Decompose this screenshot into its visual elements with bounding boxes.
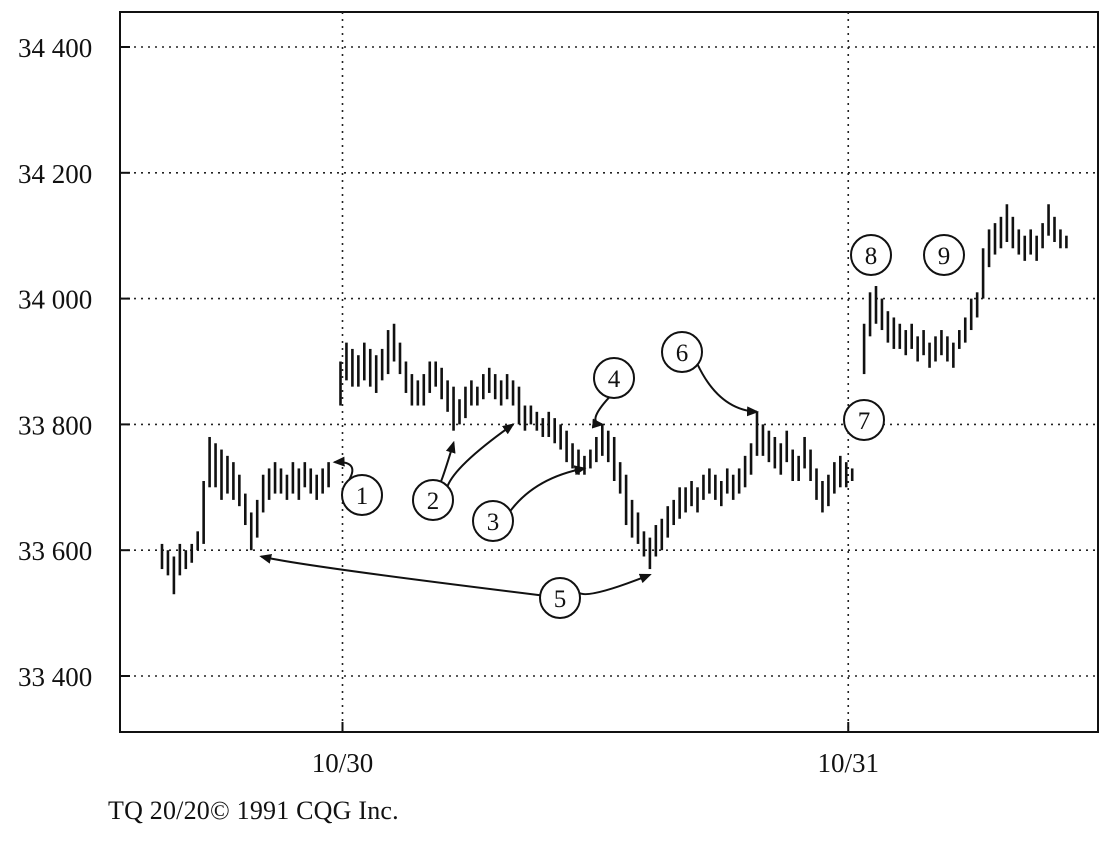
plot-frame xyxy=(119,11,1099,733)
annotation-label: 8 xyxy=(865,243,878,270)
copyright-credit: TQ 20/20© 1991 CQG Inc. xyxy=(108,796,399,825)
annotation-circle xyxy=(412,479,454,521)
y-tick-label: 33 600 xyxy=(18,536,92,566)
annotation-circle xyxy=(593,357,635,399)
annotation-arrow xyxy=(259,553,541,597)
y-tick-label: 33 800 xyxy=(18,410,92,440)
annotation-circle xyxy=(850,234,892,276)
annotation-circle xyxy=(923,234,965,276)
annotation-label: 5 xyxy=(554,586,567,613)
annotation-arrow xyxy=(578,573,652,596)
annotation-arrow xyxy=(591,396,610,429)
annotation-circle xyxy=(539,577,581,619)
annotation-arrow xyxy=(509,465,587,512)
x-axis-ticks: 10/30 10/31 xyxy=(312,722,879,778)
annotation-label: 9 xyxy=(938,243,951,270)
annotation-label: 2 xyxy=(427,488,440,515)
annotation-circle xyxy=(843,399,885,441)
y-tick-label: 33 400 xyxy=(18,662,92,692)
annotation-circle xyxy=(341,474,383,516)
annotations: 1 2 3 4 5 6 7 8 9 xyxy=(259,234,965,619)
y-tick-label: 34 400 xyxy=(18,33,92,63)
y-tick-label: 34 200 xyxy=(18,159,92,189)
annotation-label: 6 xyxy=(676,340,689,367)
annotation-arrow xyxy=(446,423,515,487)
price-bars xyxy=(160,204,1068,595)
y-tick-label: 34 000 xyxy=(18,285,92,315)
annotation-arrow xyxy=(696,364,759,417)
annotation-label: 3 xyxy=(487,509,500,536)
annotation-circle xyxy=(472,500,514,542)
x-tick-label: 10/30 xyxy=(312,748,374,778)
y-axis-ticks: 33 400 33 600 33 800 34 000 34 200 34 400 xyxy=(18,33,130,692)
x-tick-label: 10/31 xyxy=(817,748,879,778)
annotation-label: 7 xyxy=(858,408,871,435)
gridlines xyxy=(120,12,1098,732)
annotation-label: 4 xyxy=(608,366,621,393)
annotation-label: 1 xyxy=(356,483,369,510)
annotation-circle xyxy=(661,331,703,373)
annotation-arrow xyxy=(332,456,354,481)
